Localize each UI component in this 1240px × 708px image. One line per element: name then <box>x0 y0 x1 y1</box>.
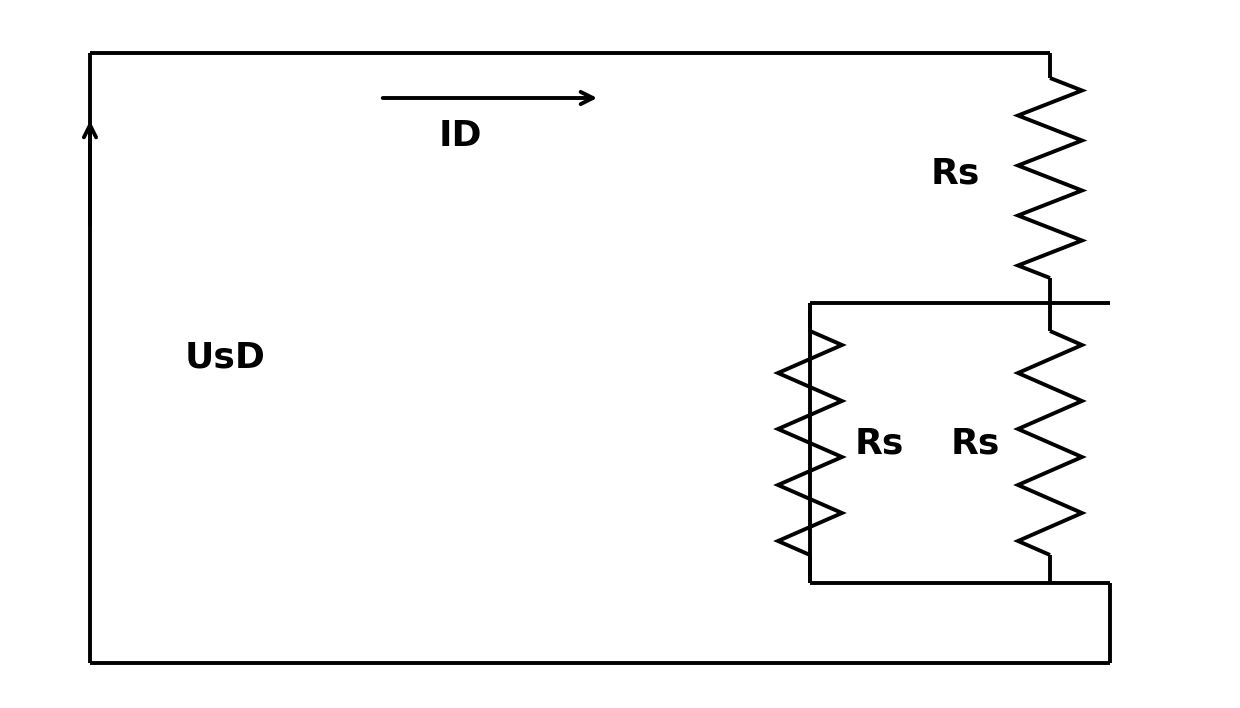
Text: Rs: Rs <box>931 156 980 190</box>
Text: Rs: Rs <box>951 426 999 460</box>
Text: Rs: Rs <box>856 426 904 460</box>
Text: UsD: UsD <box>185 341 265 375</box>
Text: ID: ID <box>438 119 482 153</box>
